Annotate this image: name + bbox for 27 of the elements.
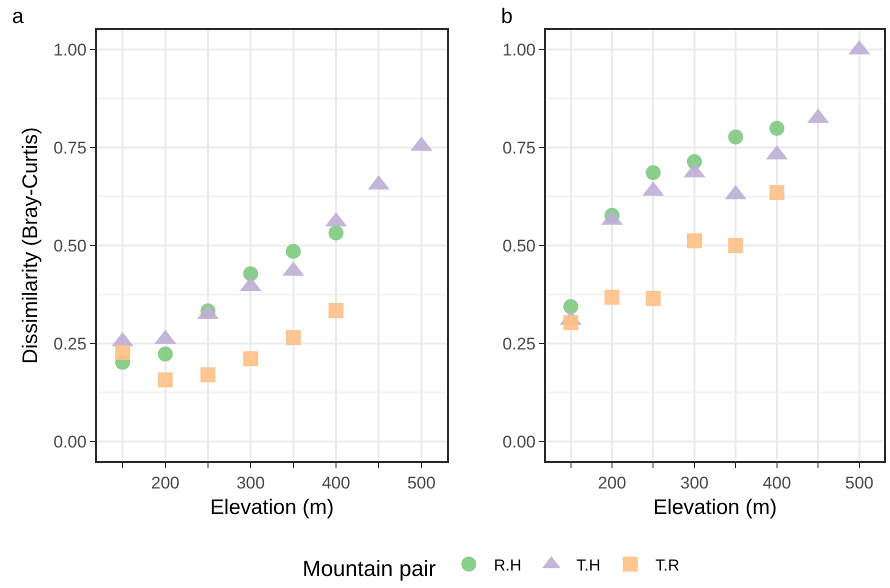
y-tick-label: 0.75 [54,138,87,158]
x-tick-label: 500 [407,473,436,492]
chart-title: a [12,5,24,28]
legend-title: Mountain pair [302,556,436,581]
y-tick-label: 1.00 [54,40,87,60]
y-tick-label: 0.00 [54,432,87,452]
legend-label: T.H [576,557,600,574]
x-tick-label: 200 [598,473,626,492]
y-tick-label: 1.00 [502,40,536,60]
x-axis-title: Elevation (m) [653,496,777,520]
x-tick-label: 300 [680,473,709,492]
y-tick-label: 0.00 [502,432,536,452]
legend-label: R.H [494,557,522,574]
x-tick-label: 300 [236,473,265,492]
y-tick-label: 0.50 [54,236,87,256]
y-tick-label: 0.25 [502,334,536,354]
y-axis-title: Dissimilarity (Bray-Curtis) [19,127,42,364]
x-tick-label: 400 [322,473,350,492]
x-tick-label: 400 [762,473,792,492]
x-axis-title: Elevation (m) [210,496,334,520]
x-tick-label: 200 [151,473,180,492]
legend-label: T.R [655,557,680,574]
y-tick-label: 0.50 [502,236,536,256]
y-tick-label: 0.25 [54,334,87,354]
x-tick-label: 500 [845,473,874,492]
y-tick-label: 0.75 [502,138,536,158]
chart-title: b [501,5,513,28]
